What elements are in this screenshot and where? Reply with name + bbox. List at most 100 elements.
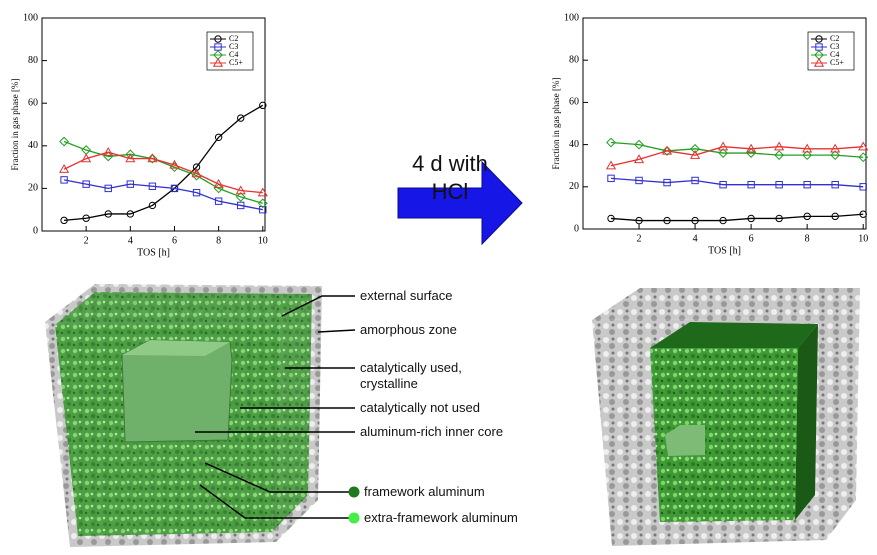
y-tick-label: 40: [28, 140, 38, 151]
marker: [662, 146, 672, 156]
legend-label: C2: [229, 34, 238, 43]
marker: [257, 187, 268, 197]
marker: [605, 160, 617, 170]
marker: [125, 153, 136, 163]
marker: [191, 168, 202, 178]
legend-label: C5+: [830, 58, 844, 67]
extra-framework-dot: [348, 512, 360, 524]
arrow-label: 4 d with HCl: [412, 151, 488, 204]
series-line: [63, 179, 263, 211]
y-axis-label: Fraction in gas phase [%]: [551, 78, 561, 170]
marker: [663, 178, 671, 187]
y-tick-label: 80: [28, 55, 38, 66]
legend-label: C2: [830, 34, 839, 43]
series-line: [610, 177, 864, 188]
marker: [126, 180, 135, 188]
marker: [746, 143, 757, 153]
marker: [858, 152, 869, 163]
marker: [214, 133, 223, 141]
x-tick-label: 10: [858, 233, 868, 244]
cube-label: amorphous zone: [360, 322, 457, 337]
x-axis-label: TOS [h]: [708, 245, 741, 256]
marker: [747, 180, 755, 189]
x-tick-label: 6: [172, 235, 177, 246]
marker: [663, 216, 671, 225]
legend-label: C3: [229, 42, 238, 51]
marker: [775, 180, 783, 189]
marker: [691, 216, 699, 225]
y-tick-label: 20: [28, 183, 38, 194]
marker: [633, 154, 645, 164]
marker: [103, 146, 114, 156]
marker: [802, 150, 813, 161]
y-axis-label: Fraction in gas phase [%]: [10, 79, 20, 171]
legend-label: C4: [830, 50, 839, 59]
marker: [237, 201, 245, 210]
marker: [690, 149, 701, 159]
marker: [635, 216, 643, 225]
x-tick-label: 2: [84, 235, 89, 246]
marker: [803, 180, 811, 189]
marker: [170, 184, 179, 193]
legend-marker: [212, 57, 224, 67]
marker: [719, 216, 727, 225]
legend-label: C5+: [229, 58, 243, 67]
marker: [747, 214, 755, 223]
marker: [831, 212, 839, 221]
y-tick-label: 20: [569, 181, 579, 192]
framework-dot: [348, 486, 360, 498]
cube-label: catalytically not used: [360, 400, 480, 415]
legend-label: C3: [830, 42, 839, 51]
marker: [59, 164, 70, 173]
marker: [259, 206, 267, 214]
marker: [147, 153, 158, 163]
series-line: [63, 151, 263, 194]
arrow: [397, 160, 523, 246]
marker: [60, 216, 68, 225]
marker: [802, 143, 813, 153]
y-tick-label: 100: [564, 12, 579, 23]
y-tick-label: 0: [33, 225, 38, 236]
series-line: [610, 146, 864, 167]
marker: [718, 148, 729, 158]
marker: [192, 188, 201, 197]
cube-label: external surface: [360, 288, 453, 303]
marker: [59, 136, 69, 147]
x-tick-label: 8: [805, 233, 810, 244]
legend-marker: [815, 35, 823, 43]
marker: [169, 159, 180, 169]
cube-right: [592, 288, 860, 546]
legend-marker: [813, 57, 825, 67]
al-legend: framework aluminum: [364, 484, 485, 499]
marker: [148, 182, 157, 190]
marker: [237, 114, 245, 122]
marker: [719, 180, 727, 189]
legend-label: C4: [229, 50, 238, 59]
marker: [831, 180, 839, 189]
marker: [859, 183, 867, 191]
marker: [830, 143, 841, 153]
marker: [635, 176, 643, 185]
marker: [607, 214, 615, 223]
marker: [82, 180, 90, 188]
cube-label: catalytically used, crystalline: [360, 360, 462, 391]
marker: [859, 210, 867, 218]
marker: [213, 178, 224, 188]
marker: [126, 210, 135, 218]
plot-frame: [582, 17, 867, 230]
marker: [104, 184, 112, 193]
x-tick-label: 8: [216, 235, 221, 246]
marker: [147, 153, 158, 164]
marker: [214, 197, 223, 205]
marker: [82, 214, 90, 222]
marker: [858, 141, 869, 151]
series-line: [64, 104, 264, 221]
plot-frame: [41, 17, 266, 232]
marker: [60, 176, 68, 184]
x-tick-label: 4: [128, 235, 133, 246]
series-line: [610, 213, 864, 222]
x-tick-label: 2: [637, 233, 642, 244]
series-line: [63, 140, 263, 204]
pointer-lines: [195, 295, 356, 519]
